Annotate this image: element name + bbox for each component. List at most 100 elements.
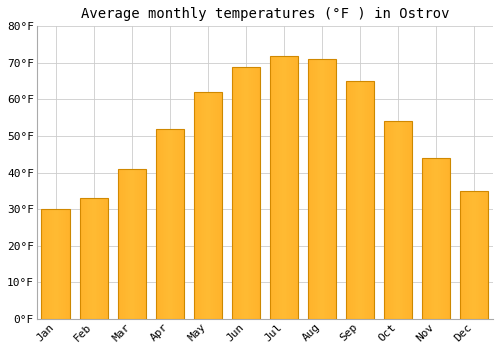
- Bar: [440, 158, 442, 319]
- Bar: [144, 169, 146, 319]
- Bar: [448, 158, 450, 319]
- Bar: [424, 158, 426, 319]
- Bar: [316, 59, 318, 319]
- Bar: [290, 56, 291, 319]
- Bar: [445, 158, 446, 319]
- Bar: [242, 66, 244, 319]
- Bar: [308, 59, 336, 319]
- Bar: [407, 121, 408, 319]
- Bar: [332, 59, 334, 319]
- Bar: [194, 92, 196, 319]
- Bar: [270, 56, 298, 319]
- Bar: [161, 129, 162, 319]
- Bar: [177, 129, 178, 319]
- Bar: [460, 191, 462, 319]
- Bar: [220, 92, 222, 319]
- Bar: [136, 169, 137, 319]
- Bar: [464, 191, 465, 319]
- Bar: [50, 209, 52, 319]
- Bar: [405, 121, 407, 319]
- Bar: [52, 209, 54, 319]
- Bar: [322, 59, 324, 319]
- Bar: [85, 198, 86, 319]
- Bar: [126, 169, 128, 319]
- Bar: [142, 169, 144, 319]
- Bar: [234, 66, 235, 319]
- Bar: [99, 198, 101, 319]
- Bar: [232, 66, 234, 319]
- Bar: [83, 198, 85, 319]
- Bar: [175, 129, 177, 319]
- Bar: [360, 81, 362, 319]
- Bar: [217, 92, 218, 319]
- Bar: [124, 169, 126, 319]
- Bar: [308, 59, 310, 319]
- Bar: [208, 92, 210, 319]
- Bar: [443, 158, 445, 319]
- Bar: [202, 92, 204, 319]
- Bar: [94, 198, 96, 319]
- Bar: [367, 81, 369, 319]
- Bar: [328, 59, 329, 319]
- Bar: [348, 81, 350, 319]
- Bar: [483, 191, 484, 319]
- Bar: [460, 191, 488, 319]
- Bar: [386, 121, 388, 319]
- Bar: [206, 92, 208, 319]
- Bar: [45, 209, 47, 319]
- Bar: [158, 129, 159, 319]
- Bar: [392, 121, 394, 319]
- Bar: [286, 56, 288, 319]
- Bar: [156, 129, 184, 319]
- Bar: [284, 56, 286, 319]
- Bar: [430, 158, 432, 319]
- Bar: [404, 121, 405, 319]
- Bar: [60, 209, 61, 319]
- Bar: [54, 209, 56, 319]
- Bar: [282, 56, 284, 319]
- Bar: [235, 66, 237, 319]
- Bar: [294, 56, 296, 319]
- Bar: [311, 59, 313, 319]
- Title: Average monthly temperatures (°F ) in Ostrov: Average monthly temperatures (°F ) in Os…: [80, 7, 449, 21]
- Bar: [280, 56, 282, 319]
- Bar: [353, 81, 354, 319]
- Bar: [346, 81, 348, 319]
- Bar: [318, 59, 320, 319]
- Bar: [364, 81, 366, 319]
- Bar: [278, 56, 280, 319]
- Bar: [159, 129, 161, 319]
- Bar: [408, 121, 410, 319]
- Bar: [61, 209, 63, 319]
- Bar: [324, 59, 326, 319]
- Bar: [240, 66, 242, 319]
- Bar: [64, 209, 66, 319]
- Bar: [86, 198, 88, 319]
- Bar: [248, 66, 250, 319]
- Bar: [270, 56, 272, 319]
- Bar: [204, 92, 206, 319]
- Bar: [102, 198, 104, 319]
- Bar: [422, 158, 450, 319]
- Bar: [402, 121, 404, 319]
- Bar: [156, 129, 158, 319]
- Bar: [253, 66, 255, 319]
- Bar: [288, 56, 290, 319]
- Bar: [372, 81, 374, 319]
- Bar: [313, 59, 315, 319]
- Bar: [197, 92, 199, 319]
- Bar: [484, 191, 486, 319]
- Bar: [164, 129, 166, 319]
- Bar: [369, 81, 370, 319]
- Bar: [446, 158, 448, 319]
- Bar: [394, 121, 396, 319]
- Bar: [92, 198, 94, 319]
- Bar: [389, 121, 391, 319]
- Bar: [384, 121, 386, 319]
- Bar: [182, 129, 184, 319]
- Bar: [366, 81, 367, 319]
- Bar: [98, 198, 99, 319]
- Bar: [258, 66, 260, 319]
- Bar: [429, 158, 430, 319]
- Bar: [432, 158, 434, 319]
